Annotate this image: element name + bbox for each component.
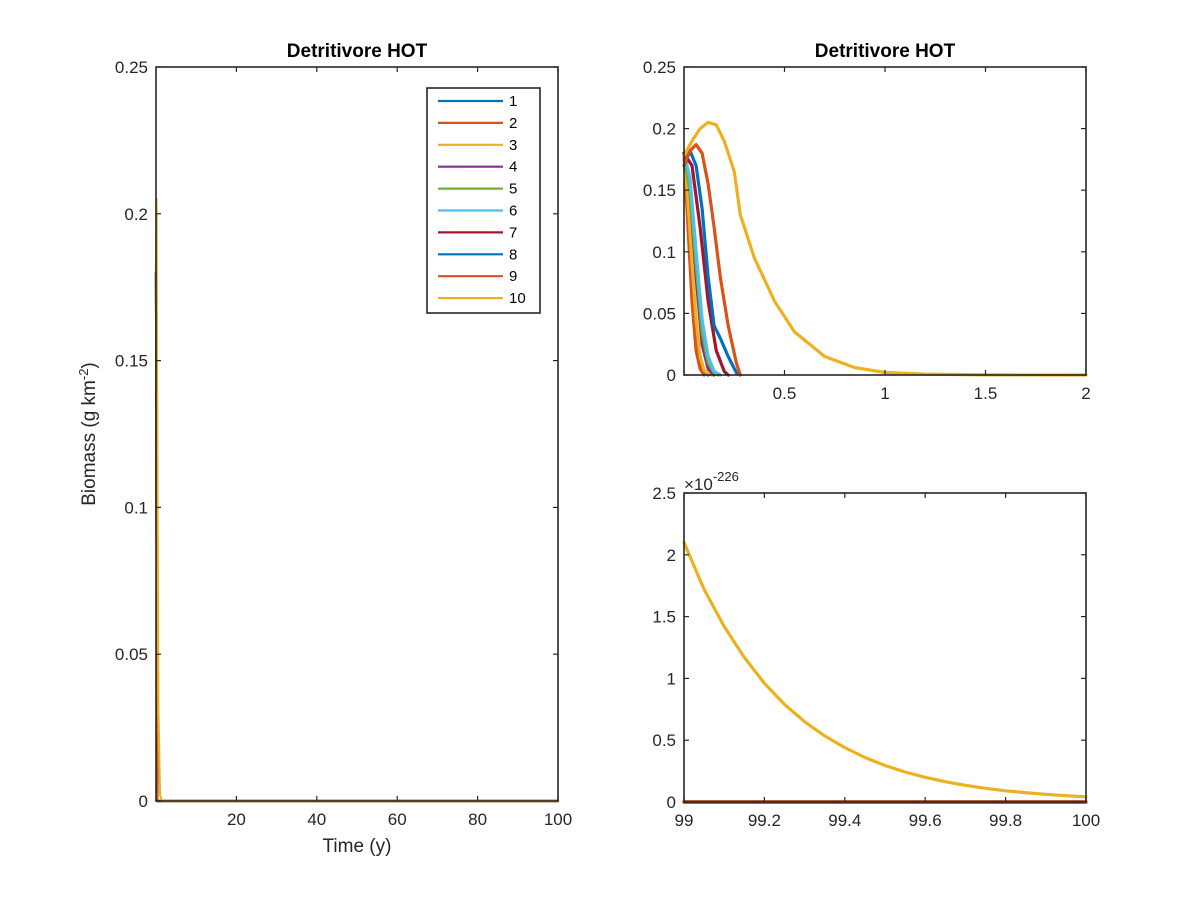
legend-label-4: 4 [509, 159, 517, 176]
top-right-xtick-label: 1.5 [974, 384, 998, 403]
legend: 1 2 3 4 5 6 7 8 9 10 [426, 87, 541, 314]
left-ytick-label: 0.25 [115, 58, 148, 77]
bottom-right-plot-axes-frame [683, 492, 1087, 803]
top-right-plot-title: Detritivore HOT [815, 41, 956, 62]
left-plot-axes-frame [155, 66, 559, 802]
top-right-series-line-10 [682, 120, 1088, 377]
legend-box [426, 87, 541, 314]
left-xtick-label: 60 [388, 810, 407, 829]
left-series-line-1 [154, 271, 560, 803]
bottom-right-plot-ticks: 99 99.2 99.4 99.6 99.8 100 0 0.5 1 1.5 2 2.5 [652, 484, 1100, 830]
legend-label-7: 7 [509, 224, 517, 241]
bottom-right-ytick-label: 2.5 [652, 484, 676, 503]
top-right-xtick-label: 2 [1081, 384, 1090, 403]
left-series-line-6 [154, 271, 560, 803]
legend-label-3: 3 [509, 137, 517, 154]
top-right-ytick-label: 0.2 [652, 120, 676, 139]
left-plot-panel: Detritivore HOT 20 40 60 80 100 0 0.05 0.1 0.15 0… [76, 41, 572, 857]
bottom-right-plot-lines [682, 540, 1088, 804]
top-right-plot-ticks: 0.5 1 1.5 2 0 0.05 0.1 0.15 0.2 0.25 [643, 58, 1091, 403]
legend-label-9: 9 [509, 268, 517, 285]
left-series-line-5 [154, 271, 560, 803]
top-right-series-line-8 [682, 149, 742, 377]
top-right-plot-lines [682, 120, 1088, 377]
top-right-series-line-3 [682, 151, 714, 377]
top-right-plot-axes-frame [683, 66, 1087, 376]
left-ytick-label: 0.05 [115, 645, 148, 664]
legend-items: 1 2 3 4 5 6 7 8 9 10 [438, 93, 526, 307]
left-series-line-9 [154, 250, 560, 803]
legend-label-2: 2 [509, 115, 517, 132]
top-right-series-line-7 [682, 151, 730, 377]
left-ytick-label: 0.15 [115, 352, 148, 371]
top-right-plot-panel: Detritivore HOT 0.5 1 1.5 200.050.10.150.20… [643, 41, 1091, 403]
bottom-right-ytick-label: 1 [667, 669, 676, 688]
bottom-right-xtick-label: 99.8 [989, 811, 1022, 830]
bottom-right-xtick-label: 99.2 [748, 811, 781, 830]
legend-label-1: 1 [509, 93, 517, 110]
left-plot-xlabel: Time (y) [323, 836, 392, 857]
bottom-right-xtick-label: 99.4 [828, 811, 861, 830]
top-right-xtick-label: 0.5 [773, 384, 797, 403]
left-xtick-label: 20 [227, 810, 246, 829]
top-right-ytick-label: 0.25 [643, 58, 676, 77]
top-right-ytick-label: 0.1 [652, 243, 676, 262]
top-right-series-line-6 [682, 151, 722, 377]
left-series-line-7 [154, 271, 560, 803]
top-right-ytick-label: 0.05 [643, 304, 676, 323]
top-right-xtick-label: 1 [880, 384, 889, 403]
left-plot-ticks: 20 40 60 80 100 0 0.05 0.1 0.15 0.2 0.25 [115, 58, 572, 829]
bottom-right-ytick-label: 1.5 [652, 608, 676, 627]
left-series-line-2 [154, 271, 560, 803]
bottom-right-ytick-label: 0.5 [652, 731, 676, 750]
left-ytick-label: 0.1 [124, 498, 148, 517]
left-plot-title: Detritivore HOT [287, 41, 428, 62]
legend-label-8: 8 [509, 246, 517, 263]
left-xtick-label: 40 [307, 810, 326, 829]
exponent-label: ×10-226 [684, 469, 739, 494]
left-series-line-3 [154, 271, 560, 803]
left-ytick-label: 0.2 [124, 205, 148, 224]
left-series-line-4 [154, 271, 560, 803]
bottom-right-xtick-label: 100 [1072, 811, 1100, 830]
bottom-right-ytick-label: 0 [667, 793, 676, 812]
legend-label-6: 6 [509, 203, 517, 220]
top-right-ytick-label: 0 [667, 366, 676, 385]
bottom-right-xtick-label: 99.6 [909, 811, 942, 830]
left-xtick-label: 80 [468, 810, 487, 829]
bottom-right-series-line-10 [682, 540, 1088, 799]
bottom-right-xtick-label: 99 [675, 811, 694, 830]
left-ytick-label: 0 [139, 792, 148, 811]
top-right-series-line-9 [682, 143, 742, 377]
legend-label-5: 5 [509, 181, 517, 198]
bottom-right-plot-panel: 99 99.2 99.4 99.6 99.8 100 0 0.5 1 1.5 2 2.5 ×10-22… [652, 469, 1100, 830]
left-xtick-label: 100 [544, 810, 572, 829]
left-series-line-8 [154, 271, 560, 803]
left-plot-ylabel: Biomass (g km-2) [76, 362, 100, 506]
legend-label-10: 10 [509, 290, 526, 307]
bottom-right-ytick-label: 2 [667, 546, 676, 565]
top-right-ytick-label: 0.15 [643, 181, 676, 200]
